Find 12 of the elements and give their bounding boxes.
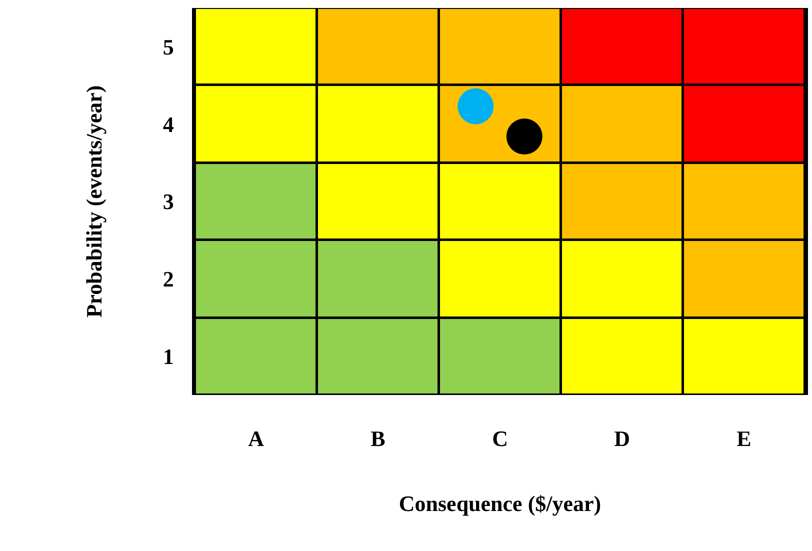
y-axis-title: Probability (events/year) [82,85,107,318]
x-axis-title: Consequence ($/year) [398,490,602,516]
y-tick-label: 5 [162,34,174,60]
x-tick-label: E [736,426,752,451]
x-tick-label: A [248,426,264,451]
x-tick-label: B [370,426,386,451]
y-tick-label: 3 [162,189,174,214]
x-tick-label: C [492,426,508,451]
y-tick-label: 2 [162,266,174,292]
y-tick-label: 1 [162,344,174,369]
y-tick-label: 4 [162,112,174,137]
x-tick-label: D [614,426,630,451]
